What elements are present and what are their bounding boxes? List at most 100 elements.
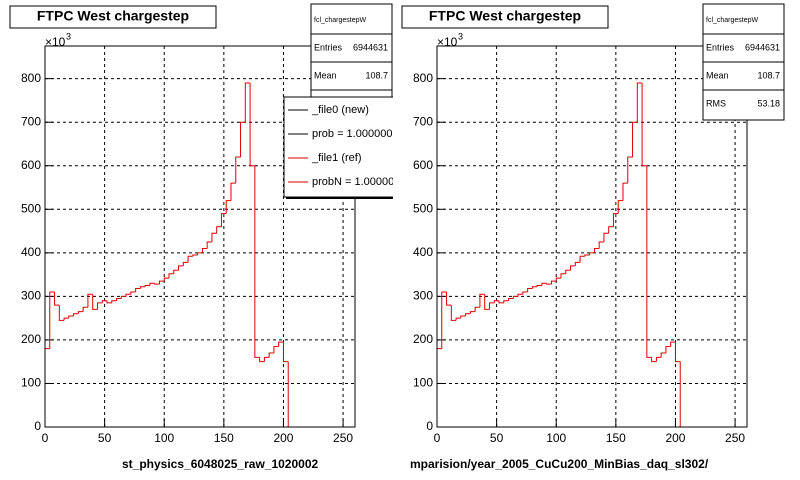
legend-box: [283, 96, 393, 198]
histogram-bin: [211, 232, 217, 242]
histogram-bin: [579, 255, 585, 263]
histogram-bin: [474, 306, 480, 312]
x-tick-label: 150: [214, 431, 234, 445]
histogram-bin: [655, 356, 662, 362]
histogram-bin: [87, 293, 93, 308]
histogram-bin: [636, 82, 643, 123]
histogram-bin: [149, 282, 155, 286]
histogram-bin: [187, 255, 193, 263]
stats-value: 6944631: [353, 42, 388, 52]
stats-name: fcl_chargestepW: [706, 17, 759, 24]
histogram-bin: [598, 241, 604, 249]
histogram-bin: [469, 311, 476, 314]
y-multiplier-exponent: 3: [458, 31, 463, 41]
histogram-bin: [503, 300, 509, 303]
y-tick-label: 500: [21, 201, 41, 215]
histogram-bin: [130, 291, 136, 295]
histogram-bin: [646, 165, 652, 358]
histogram-bin: [173, 269, 179, 274]
histogram-bin: [584, 254, 590, 257]
histogram-bin: [450, 305, 457, 321]
histogram-bin: [106, 300, 112, 304]
y-tick-label: 0: [426, 419, 433, 433]
y-multiplier: ×10: [437, 35, 458, 49]
histogram-bin: [168, 273, 174, 279]
histogram-bin: [96, 302, 103, 310]
histogram-bin: [178, 265, 184, 271]
histogram-bin: [512, 295, 519, 299]
x-axis-title: mparision/year_2005_CuCu200_MinBias_daq_…: [410, 457, 709, 471]
histogram-bin: [263, 356, 270, 362]
axis-frame: [436, 45, 748, 428]
histogram-bin: [517, 293, 523, 297]
histogram-bin: [508, 298, 514, 301]
x-tick-label: 100: [546, 431, 566, 445]
histogram-bin: [455, 317, 461, 321]
stats-label: Mean: [706, 70, 729, 80]
stats-name: fcl_chargestepW: [314, 17, 367, 24]
histogram-bin: [641, 83, 647, 167]
histogram-bin: [665, 345, 671, 353]
histogram-bin: [273, 345, 279, 353]
legend-label: _file1 (ref): [311, 152, 362, 164]
y-tick-label: 100: [21, 376, 41, 390]
histogram-bin: [240, 121, 246, 158]
histogram-bin: [460, 315, 466, 319]
histogram-bin: [660, 352, 666, 358]
x-tick-label: 200: [273, 431, 293, 445]
histogram-bin: [446, 292, 452, 306]
x-axis-title: st_physics_6048025_raw_1020002: [122, 457, 318, 471]
x-tick-label: 50: [490, 431, 504, 445]
y-tick-label: 300: [413, 289, 433, 303]
histogram-bin: [144, 284, 150, 287]
y-multiplier: ×10: [45, 35, 66, 49]
histogram-bin: [536, 284, 542, 287]
x-tick-label: 250: [333, 431, 353, 445]
x-tick-label: 150: [606, 431, 626, 445]
histogram-bin: [593, 247, 600, 253]
histogram-bin: [254, 165, 260, 358]
histogram-bin: [220, 213, 227, 227]
y-tick-label: 500: [413, 201, 433, 215]
stats-label: Entries: [314, 42, 343, 52]
y-tick-label: 800: [413, 71, 433, 85]
histogram-bin: [550, 280, 557, 285]
histogram-bin: [527, 288, 533, 293]
y-tick-label: 100: [413, 376, 433, 390]
chart-title: FTPC West chargestep: [429, 8, 581, 24]
histogram-bin: [632, 121, 638, 158]
stats-label: RMS: [706, 98, 726, 108]
histogram-bin: [139, 286, 146, 289]
y-tick-label: 600: [21, 158, 41, 172]
histogram-bin: [565, 269, 571, 274]
y-tick-label: 600: [413, 158, 433, 172]
title-box: [9, 5, 217, 29]
histogram-bin: [603, 232, 609, 242]
axis-frame: [44, 45, 356, 428]
histogram-bin: [125, 293, 131, 297]
histogram-bin: [278, 341, 284, 347]
y-tick-label: 200: [21, 332, 41, 346]
histogram-bin: [235, 156, 241, 184]
histogram-bin: [73, 313, 79, 316]
stats-value: 6944631: [745, 42, 780, 52]
y-tick-label: 0: [34, 419, 41, 433]
histogram-bin: [216, 226, 222, 234]
histogram-bin: [92, 294, 98, 310]
y-tick-label: 200: [413, 332, 433, 346]
histogram-bin: [589, 252, 595, 256]
y-tick-label: 800: [21, 71, 41, 85]
histogram-bin: [135, 288, 141, 293]
x-tick-label: 250: [725, 431, 745, 445]
histogram-bin: [58, 305, 65, 321]
stats-value: 53.18: [757, 98, 780, 108]
histogram-bin: [617, 200, 623, 214]
y-tick-label: 300: [21, 289, 41, 303]
histogram-bin: [522, 291, 528, 295]
histogram-bin: [268, 352, 274, 358]
histogram-bin: [197, 252, 203, 256]
histogram-bin: [163, 277, 169, 282]
histogram-bin: [101, 300, 107, 303]
x-tick-label: 0: [434, 431, 441, 445]
